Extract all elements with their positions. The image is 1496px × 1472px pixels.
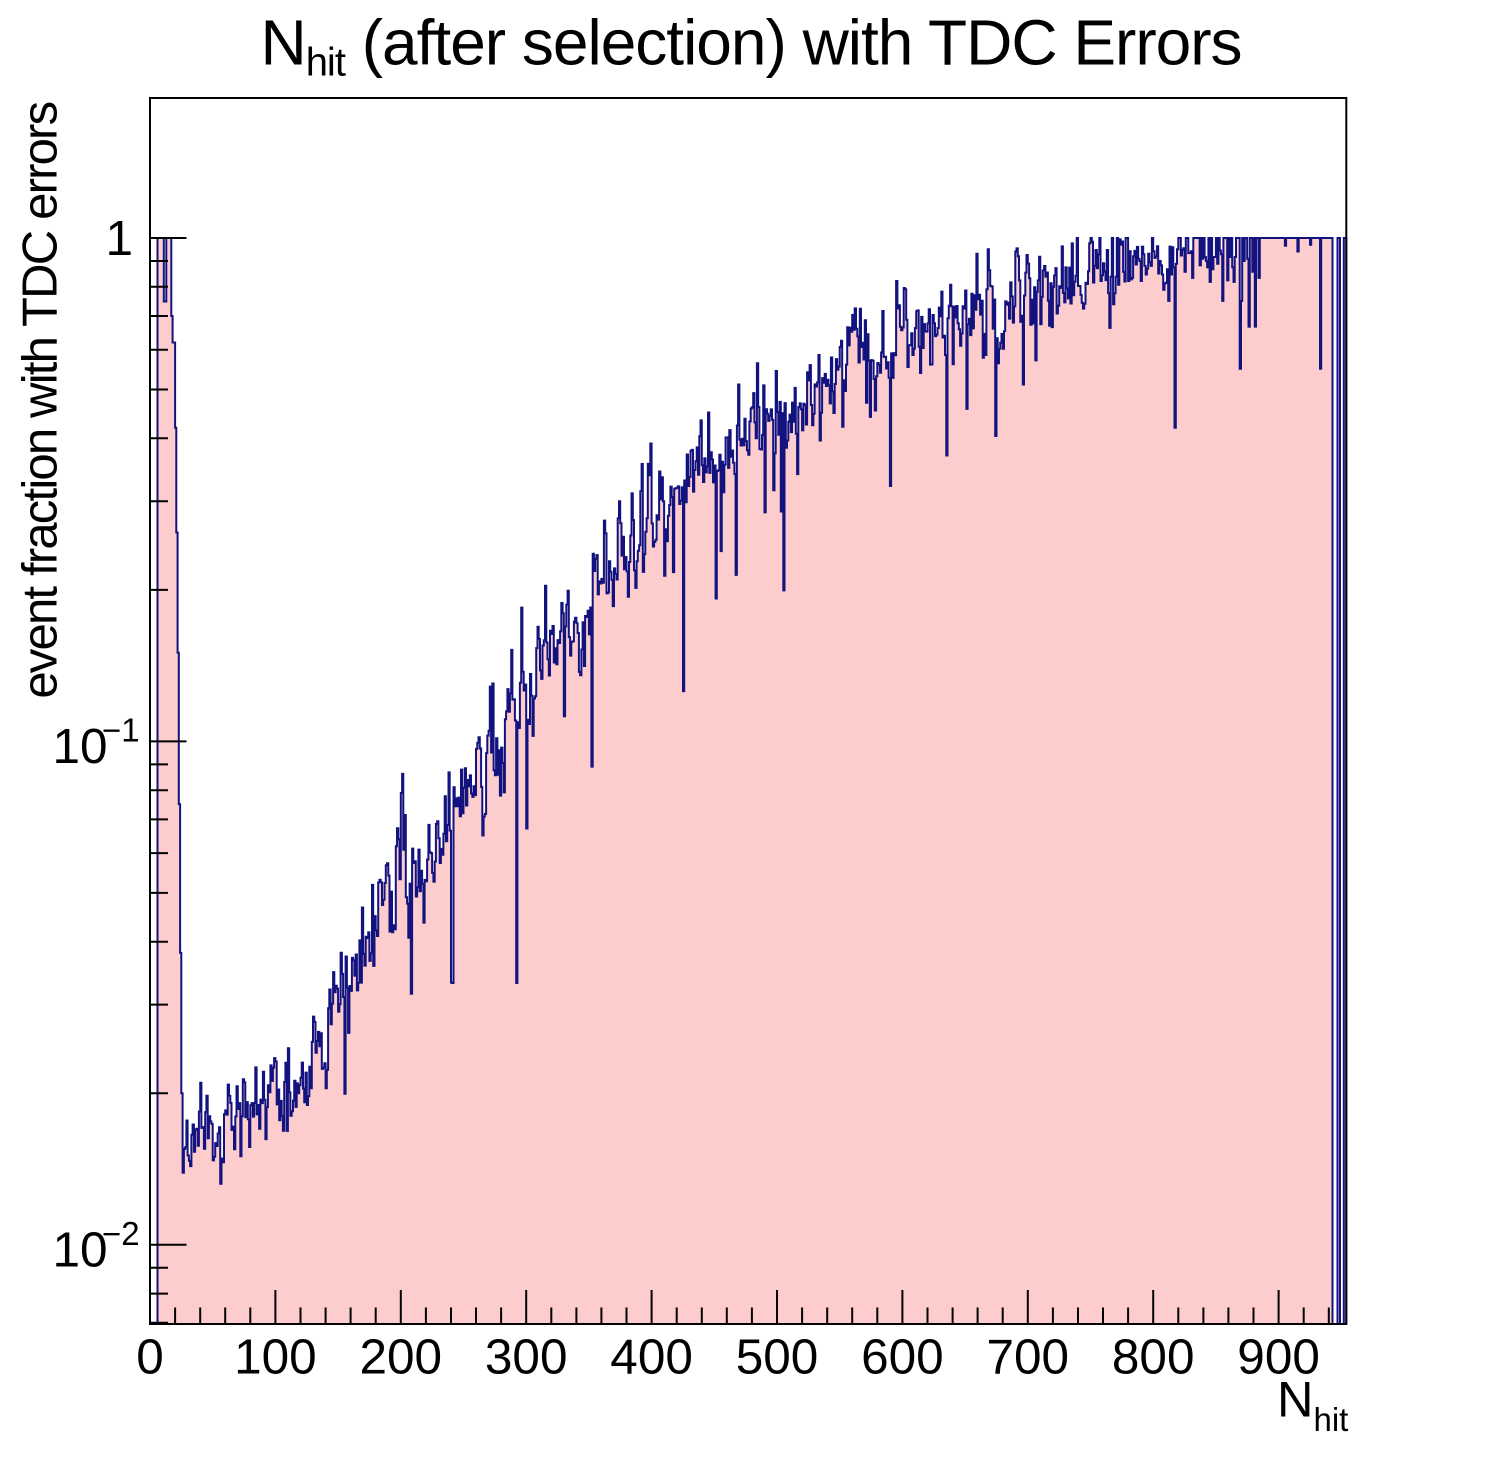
svg-text:700: 700 [987,1330,1070,1385]
svg-text:−1: −1 [102,712,140,749]
svg-text:1: 1 [105,211,133,266]
svg-text:500: 500 [736,1330,819,1385]
svg-text:800: 800 [1112,1330,1195,1385]
svg-text:0: 0 [136,1330,164,1385]
svg-text:10: 10 [53,719,108,774]
svg-text:600: 600 [861,1330,944,1385]
svg-text:10: 10 [53,1222,108,1277]
svg-text:event fraction with TDC errors: event fraction with TDC errors [14,102,68,698]
svg-text:300: 300 [485,1330,568,1385]
svg-text:200: 200 [360,1330,443,1385]
svg-text:100: 100 [234,1330,317,1385]
svg-text:400: 400 [610,1330,693,1385]
svg-text:900: 900 [1237,1330,1320,1385]
svg-text:−2: −2 [102,1215,140,1252]
svg-text:Nhit (after selection) with TD: Nhit (after selection) with TDC Errors [260,7,1241,85]
